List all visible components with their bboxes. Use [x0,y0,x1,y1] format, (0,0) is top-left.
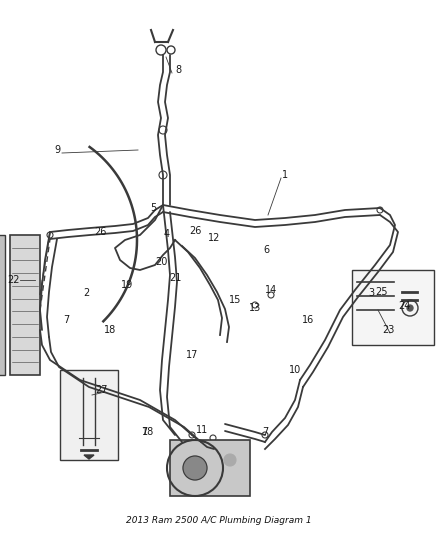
Bar [10,235,40,375]
Text: 2: 2 [83,288,89,298]
Text: 24: 24 [398,301,410,311]
Text: 27: 27 [95,385,107,395]
Text: 11: 11 [196,425,208,435]
Text: 9: 9 [54,145,60,155]
Text: 7: 7 [262,427,268,437]
Text: 22: 22 [8,275,20,285]
Bar [170,440,250,496]
Text: 23: 23 [382,325,394,335]
Text: 6: 6 [263,245,269,255]
Text: 7: 7 [141,427,147,437]
Bar [60,370,118,460]
Text: 4: 4 [164,229,170,239]
Text: 16: 16 [302,315,314,325]
Text: 21: 21 [169,273,181,283]
Text: 12: 12 [208,233,220,243]
Text: 17: 17 [186,350,198,360]
Text: 2013 Ram 2500 A/C Plumbing Diagram 1: 2013 Ram 2500 A/C Plumbing Diagram 1 [126,516,312,525]
Text: 15: 15 [229,295,241,305]
Text: 5: 5 [150,203,156,213]
Text: 7: 7 [63,315,69,325]
Text: 3: 3 [368,288,374,298]
Text: 1: 1 [282,170,288,180]
Text: 26: 26 [189,226,201,236]
Text: 18: 18 [142,427,154,437]
Bar [352,270,434,345]
Text: 13: 13 [249,303,261,313]
Polygon shape [84,455,94,459]
Text: 14: 14 [265,285,277,295]
Circle shape [224,454,236,466]
Text: 10: 10 [289,365,301,375]
Bar [0,235,5,375]
Circle shape [407,305,413,311]
Circle shape [183,456,207,480]
Text: 8: 8 [175,65,181,75]
Text: 26: 26 [94,227,106,237]
Text: 19: 19 [121,280,133,290]
Text: 18: 18 [104,325,116,335]
Text: 25: 25 [375,287,387,297]
Text: 20: 20 [155,257,167,267]
